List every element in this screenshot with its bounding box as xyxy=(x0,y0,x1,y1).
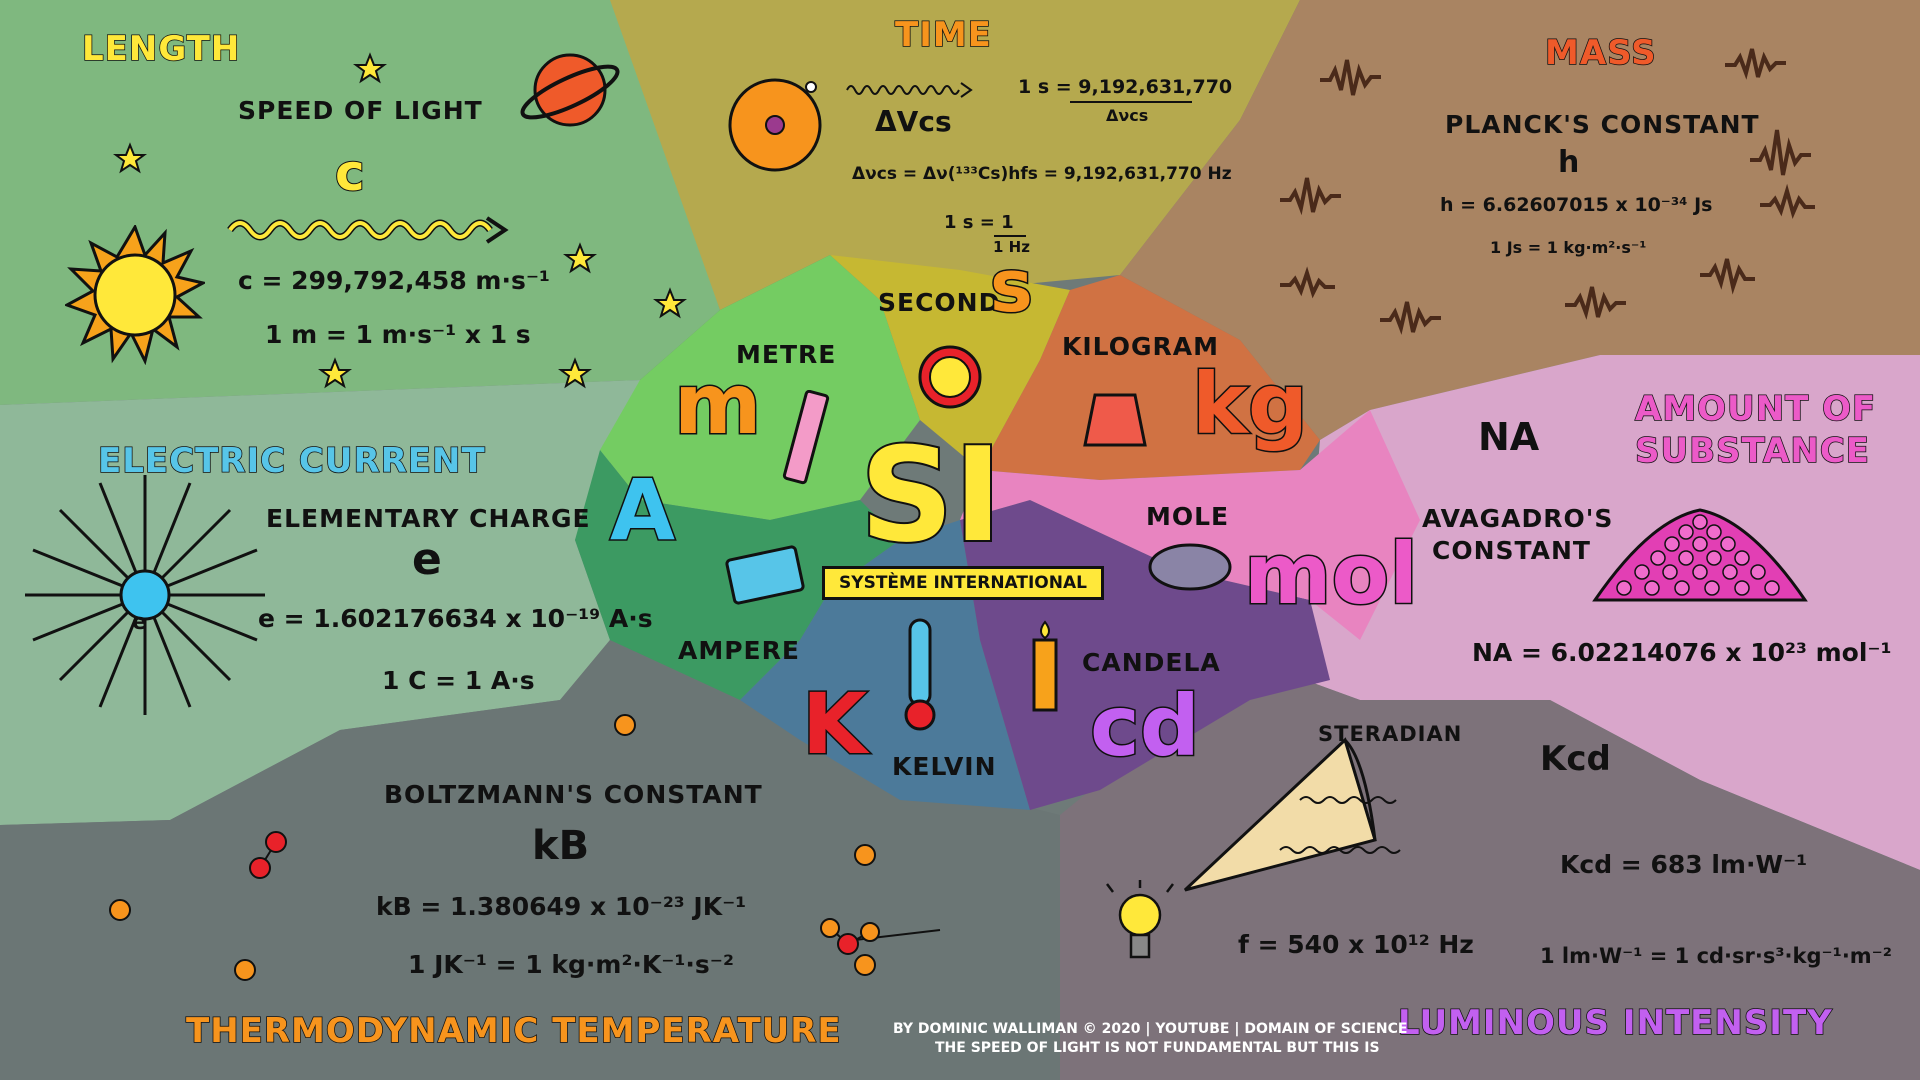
substance-symbol: NA xyxy=(1478,415,1540,459)
current-heading: ELECTRIC CURRENT xyxy=(97,441,486,481)
credits-line1: BY DOMINIC WALLIMAN © 2020 | YOUTUBE | D… xyxy=(893,1021,1408,1037)
ampere-symbol: A xyxy=(608,461,676,559)
metre-region xyxy=(600,255,920,520)
steradian-cone-icon xyxy=(1183,737,1401,892)
thermometer-mascot-icon xyxy=(904,618,936,731)
kelvin-symbol: K xyxy=(800,675,868,773)
light-bulb-icon xyxy=(1106,880,1174,959)
current-equation: e = 1.602176634 x 10⁻¹⁹ A·s xyxy=(258,604,653,633)
luminous-region xyxy=(1060,660,1920,1080)
mole-region xyxy=(960,410,1420,640)
temperature-heading: THERMODYNAMIC TEMPERATURE xyxy=(185,1011,842,1051)
kilogram-label: KILOGRAM xyxy=(1062,332,1219,361)
time-equation-top: 1 s = 9,192,631,770 xyxy=(1018,76,1233,98)
temperature-definition: 1 JK⁻¹ = 1 kg·m²·K⁻¹·s⁻² xyxy=(408,950,734,979)
second-symbol: s xyxy=(989,244,1035,328)
wave-icon xyxy=(1280,48,1815,335)
battery-mascot-icon xyxy=(725,545,805,605)
luminous-symbol: Kcd xyxy=(1540,739,1611,779)
luminous-definition: 1 lm·W⁻¹ = 1 cd·sr·s³·kg⁻¹·m⁻² xyxy=(1540,944,1892,968)
substance-heading-line2: SUBSTANCE xyxy=(1634,431,1870,471)
mass-symbol: h xyxy=(1558,145,1580,180)
current-definition: 1 C = 1 A·s xyxy=(382,666,535,695)
kelvin-label: KELVIN xyxy=(892,752,997,781)
mole-label: MOLE xyxy=(1146,502,1230,531)
temperature-equation: kB = 1.380649 x 10⁻²³ JK⁻¹ xyxy=(376,892,747,921)
metre-label: METRE xyxy=(736,340,837,369)
current-symbol: e xyxy=(412,534,442,585)
substance-constant-name-line2: CONSTANT xyxy=(1432,536,1591,565)
planet-icon xyxy=(520,53,620,127)
ampere-label: AMPERE xyxy=(678,636,800,665)
candela-label: CANDELA xyxy=(1082,648,1221,677)
credits-line2: THE SPEED OF LIGHT IS NOT FUNDAMENTAL BU… xyxy=(935,1040,1380,1056)
photon-arrow-icon xyxy=(846,82,973,98)
length-constant-name: SPEED OF LIGHT xyxy=(238,96,483,125)
si-title: SI xyxy=(858,419,1004,571)
current-constant-name: ELEMENTARY CHARGE xyxy=(266,504,591,533)
stars-icon xyxy=(113,52,687,389)
length-symbol: c xyxy=(334,144,366,202)
kilogram-region xyxy=(980,275,1320,480)
mass-region xyxy=(1120,0,1920,440)
cesium-atom-icon xyxy=(728,78,822,172)
substance-constant-name-line1: AVAGADRO'S xyxy=(1422,504,1614,533)
ruler-mascot-icon xyxy=(782,390,830,485)
second-label: SECOND xyxy=(878,288,1001,317)
weight-mascot-icon xyxy=(1083,393,1147,447)
sun-icon xyxy=(65,225,205,365)
mass-equation: h = 6.62607015 x 10⁻³⁴ Js xyxy=(1440,194,1713,216)
time-fraction-bar xyxy=(1070,101,1192,103)
time-hyperfine: Δνcs = Δν(¹³³Cs)hfs = 9,192,631,770 Hz xyxy=(852,164,1232,184)
time-heading: TIME xyxy=(894,15,992,55)
si-subtitle-banner: SYSTÈME INTERNATIONAL xyxy=(822,566,1104,600)
length-heading: LENGTH xyxy=(81,29,241,69)
time-equation-bottom: Δνcs xyxy=(1106,106,1149,125)
substance-region xyxy=(1250,355,1920,870)
molecule-icon xyxy=(109,714,941,981)
electron-label: e xyxy=(132,610,147,635)
temperature-region xyxy=(0,640,1060,1080)
light-wave-arrow-icon xyxy=(227,216,509,244)
mole-mascot-icon xyxy=(1148,543,1232,591)
temperature-constant-name: BOLTZMANN'S CONSTANT xyxy=(384,780,763,809)
length-definition: 1 m = 1 m·s⁻¹ x 1 s xyxy=(265,320,531,349)
electron-icon xyxy=(25,475,265,715)
temperature-symbol: kB xyxy=(532,823,590,869)
substance-heading-line1: AMOUNT OF xyxy=(1634,389,1877,429)
length-equation: c = 299,792,458 m·s⁻¹ xyxy=(238,266,550,295)
time-definition-bar xyxy=(994,235,1026,237)
mass-heading: MASS xyxy=(1544,33,1657,73)
mass-definition: 1 Js = 1 kg·m²·s⁻¹ xyxy=(1490,238,1647,257)
time-definition-bottom: 1 Hz xyxy=(993,238,1030,256)
current-region xyxy=(0,380,640,825)
time-region xyxy=(610,0,1300,310)
luminous-heading: LUMINOUS INTENSITY xyxy=(1397,1003,1833,1043)
mass-constant-name: PLANCK'S CONSTANT xyxy=(1445,110,1760,139)
candle-mascot-icon xyxy=(1032,620,1058,712)
particle-pile-icon xyxy=(1592,508,1808,602)
substance-equation: NA = 6.02214076 x 10²³ mol⁻¹ xyxy=(1472,638,1892,667)
mole-symbol: mol xyxy=(1242,525,1419,623)
time-definition-top: 1 s = 1 xyxy=(944,212,1014,233)
kilogram-symbol: kg xyxy=(1191,355,1310,453)
metre-symbol: m xyxy=(673,355,764,453)
steradian-label: STERADIAN xyxy=(1318,722,1463,746)
clock-mascot-icon xyxy=(918,345,982,409)
luminous-frequency: f = 540 x 10¹² Hz xyxy=(1238,930,1474,959)
luminous-equation: Kcd = 683 lm·W⁻¹ xyxy=(1560,850,1808,879)
time-transition: ΔVcs xyxy=(875,105,952,138)
candela-symbol: cd xyxy=(1089,677,1202,775)
